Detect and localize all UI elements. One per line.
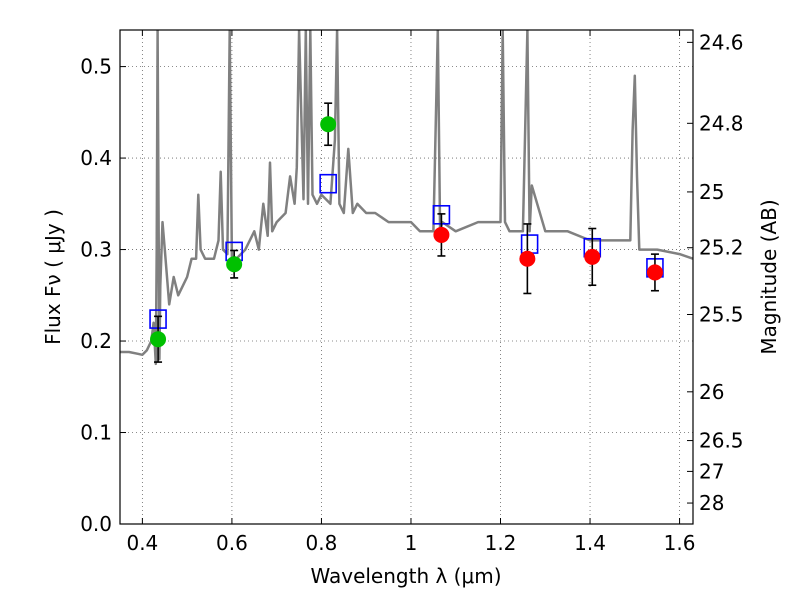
spectrum-line xyxy=(120,30,693,366)
x-axis-label: Wavelength λ (μm) xyxy=(310,564,501,588)
right-tick-label: 25.5 xyxy=(699,303,744,327)
observed-point xyxy=(584,248,601,265)
observed-point xyxy=(150,331,167,348)
model-point xyxy=(319,173,337,194)
observed-point xyxy=(320,116,337,133)
spectrum-series xyxy=(120,30,693,366)
x-tick-label: 0.4 xyxy=(126,531,158,555)
x-tick-label: 0.8 xyxy=(306,531,338,555)
right-tick-label: 25.2 xyxy=(699,236,744,260)
y-tick-label: 0.2 xyxy=(80,329,112,353)
y-tick-label: 0.1 xyxy=(80,421,112,445)
y-tick-label: 0.0 xyxy=(80,512,112,536)
right-tick-label: 26.5 xyxy=(699,429,744,453)
right-tick-label: 24.6 xyxy=(699,30,744,54)
right-tick-label: 27 xyxy=(699,459,724,483)
y-tick-label: 0.5 xyxy=(80,55,112,79)
axis-ticks: 0.4 0.6 0.8 1 1.2 1.4 1.6 0.0 0.1 0.2 0.3 0.4 0.5 24.… xyxy=(80,30,744,555)
observed-point xyxy=(433,226,450,243)
y-tick-label: 0.3 xyxy=(80,238,112,262)
grid xyxy=(120,30,693,525)
right-tick-label: 26 xyxy=(699,380,724,404)
observed-point xyxy=(646,264,663,281)
data-points xyxy=(149,102,664,363)
y-axis-label-right: Magnitude (AB) xyxy=(757,199,781,354)
right-tick-label: 24.8 xyxy=(699,111,744,135)
x-tick-label: 1.2 xyxy=(485,531,517,555)
x-tick-label: 1.4 xyxy=(574,531,606,555)
y-axis-label-left: Flux Fν ( μJy ) xyxy=(41,209,65,345)
plot-frame xyxy=(119,29,694,525)
y-tick-label: 0.4 xyxy=(80,146,112,170)
observed-point xyxy=(226,256,243,273)
x-tick-label: 1.6 xyxy=(664,531,696,555)
model-point xyxy=(520,234,539,254)
x-tick-label: 1 xyxy=(405,531,418,555)
right-tick-label: 28 xyxy=(699,491,724,515)
x-tick-label: 0.6 xyxy=(216,531,248,555)
right-tick-label: 25 xyxy=(699,180,724,204)
observed-point xyxy=(519,250,536,267)
